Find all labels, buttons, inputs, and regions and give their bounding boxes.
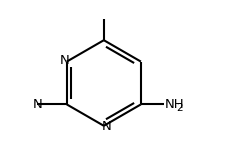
Text: N: N — [59, 54, 69, 67]
Text: N: N — [32, 98, 42, 111]
Text: 2: 2 — [176, 103, 183, 113]
Text: NH: NH — [165, 98, 184, 111]
Text: N: N — [101, 120, 111, 133]
